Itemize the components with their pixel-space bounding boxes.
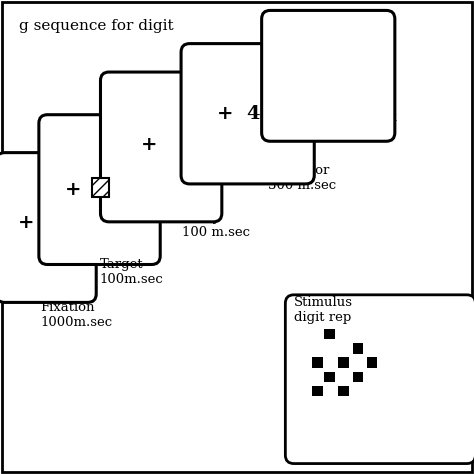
- FancyBboxPatch shape: [0, 153, 96, 302]
- FancyBboxPatch shape: [324, 329, 335, 339]
- FancyBboxPatch shape: [338, 357, 349, 368]
- Text: Target
100m.sec: Target 100m.sec: [100, 258, 163, 286]
- Text: +: +: [18, 214, 34, 232]
- FancyBboxPatch shape: [262, 10, 395, 141]
- FancyBboxPatch shape: [312, 357, 323, 368]
- FancyBboxPatch shape: [367, 357, 377, 368]
- Text: Fixation
1000m.sec: Fixation 1000m.sec: [40, 301, 112, 329]
- FancyBboxPatch shape: [353, 343, 363, 354]
- FancyBboxPatch shape: [39, 115, 160, 264]
- Text: +  4: + 4: [217, 105, 260, 123]
- FancyBboxPatch shape: [285, 295, 474, 464]
- FancyBboxPatch shape: [353, 372, 363, 382]
- Text: Stimulus
digit rep: Stimulus digit rep: [294, 296, 353, 324]
- Text: Indicator
300 m.sec: Indicator 300 m.sec: [268, 164, 336, 191]
- Text: +: +: [141, 136, 157, 154]
- FancyBboxPatch shape: [92, 178, 109, 197]
- Text: Blank
(until: Blank (until: [358, 111, 396, 139]
- FancyBboxPatch shape: [312, 386, 323, 396]
- Text: +: +: [65, 181, 82, 199]
- FancyBboxPatch shape: [338, 386, 349, 396]
- Text: g sequence for digit: g sequence for digit: [19, 19, 173, 33]
- Text: Delay
100 m.sec: Delay 100 m.sec: [182, 211, 250, 239]
- FancyBboxPatch shape: [100, 72, 222, 222]
- FancyBboxPatch shape: [181, 44, 314, 184]
- FancyBboxPatch shape: [324, 372, 335, 382]
